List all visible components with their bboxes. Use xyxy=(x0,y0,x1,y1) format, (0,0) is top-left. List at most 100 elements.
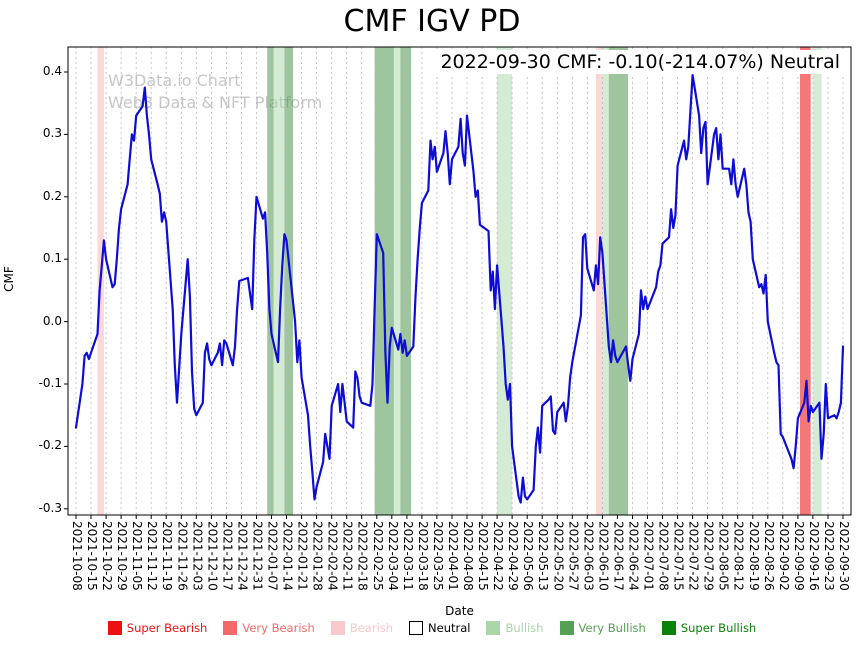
x-tick-label: 2022-07-01 xyxy=(641,521,656,591)
legend-label: Bearish xyxy=(349,621,394,635)
plot-frame xyxy=(67,46,852,516)
x-tick-label: 2022-04-15 xyxy=(476,521,491,591)
signal-band-bullish xyxy=(602,47,609,515)
legend-item-very-bullish: Very Bullish xyxy=(559,621,646,635)
latest-value-annotation: 2022-09-30 CMF: -0.10(-214.07%) Neutral xyxy=(435,50,845,74)
x-tick-label: 2022-02-04 xyxy=(325,521,340,591)
x-tick-label: 2022-07-22 xyxy=(686,521,701,591)
signal-band-very-bullish xyxy=(267,47,274,515)
x-tick-label: 2022-02-11 xyxy=(340,521,355,591)
x-tick-label: 2022-05-20 xyxy=(551,521,566,591)
x-tick-label: 2022-02-18 xyxy=(355,521,370,591)
x-tick-label: 2021-10-22 xyxy=(100,521,115,591)
x-tick-label: 2021-12-17 xyxy=(220,521,235,591)
legend-item-very-bearish: Very Bearish xyxy=(223,621,315,635)
x-tick-label: 2022-02-25 xyxy=(370,521,385,591)
signal-band-very-bullish xyxy=(284,47,293,515)
x-tick-label: 2022-03-25 xyxy=(430,521,445,591)
signal-band-very-bullish xyxy=(400,47,412,515)
x-axis-label: Date xyxy=(445,604,474,618)
x-tick-label: 2022-05-27 xyxy=(566,521,581,591)
x-tick-label: 2022-06-17 xyxy=(611,521,626,591)
y-tick-label: 0.0 xyxy=(42,313,62,328)
legend-item-bearish: Bearish xyxy=(330,621,394,635)
x-tick-label: 2022-06-24 xyxy=(626,521,641,591)
x-tick-label: 2022-08-26 xyxy=(761,521,776,591)
signal-band-very-bearish xyxy=(800,47,811,515)
cmf-line xyxy=(74,73,845,504)
legend-swatch-icon xyxy=(107,621,122,635)
x-tick-label: 2022-09-23 xyxy=(822,521,836,591)
legend-label: Bullish xyxy=(505,621,544,635)
x-tick-label: 2022-08-05 xyxy=(716,521,731,591)
x-tick-label: 2022-01-07 xyxy=(265,521,280,591)
x-tick-label: 2022-07-08 xyxy=(656,521,671,591)
legend-label: Very Bearish xyxy=(242,621,315,635)
legend-swatch-icon xyxy=(223,621,238,635)
y-tick-label: -0.3 xyxy=(38,500,62,515)
x-tick-label: 2022-03-18 xyxy=(415,521,430,591)
chart-title: CMF IGV PD xyxy=(343,4,521,39)
x-tick-label: 2022-04-01 xyxy=(446,521,460,591)
x-tick-label: 2021-12-10 xyxy=(205,521,220,591)
legend-item-super-bullish: Super Bullish xyxy=(661,621,757,635)
legend-label: Super Bearish xyxy=(126,621,208,635)
y-tick-label: 0.3 xyxy=(42,126,62,141)
legend-swatch-icon xyxy=(486,621,501,635)
x-tick-label: 2022-06-10 xyxy=(596,521,611,591)
signal-band-bullish xyxy=(394,47,401,515)
x-tick-label: 2021-11-05 xyxy=(130,521,145,591)
y-tick-label: 0.2 xyxy=(42,188,62,203)
legend-label: Very Bullish xyxy=(578,621,646,635)
legend-item-super-bearish: Super Bearish xyxy=(107,621,208,635)
signal-band-bullish xyxy=(812,47,822,515)
x-tick-label: 2021-11-12 xyxy=(145,521,160,591)
x-tick-label: 2022-08-12 xyxy=(731,521,746,591)
legend-swatch-icon xyxy=(661,621,676,635)
x-tick-label: 2022-03-04 xyxy=(385,521,400,591)
legend-swatch-icon xyxy=(409,621,424,635)
legend-label: Neutral xyxy=(428,621,471,635)
x-tick-label: 2022-07-29 xyxy=(701,521,716,591)
legend-label: Super Bullish xyxy=(680,621,757,635)
x-tick-label: 2022-08-19 xyxy=(746,521,761,591)
x-tick-label: 2022-07-15 xyxy=(671,521,686,591)
x-tick-label: 2022-04-22 xyxy=(491,521,506,591)
x-tick-label: 2022-01-14 xyxy=(280,521,295,591)
x-tick-label: 2022-04-08 xyxy=(461,521,475,591)
y-tick-label: 0.1 xyxy=(42,251,62,266)
x-tick-label: 2022-06-03 xyxy=(581,521,596,591)
x-tick-label: 2022-04-29 xyxy=(506,521,521,591)
x-tick-label: 2021-12-03 xyxy=(190,521,205,591)
x-tick-label: 2021-10-15 xyxy=(85,521,99,591)
x-tick-label: 2022-03-11 xyxy=(400,521,415,591)
x-tick-label: 2022-05-06 xyxy=(521,521,536,591)
x-tick-label: 2022-09-16 xyxy=(806,521,821,591)
x-tick-label: 2021-11-19 xyxy=(160,521,175,591)
x-tick-label: 2022-09-30 xyxy=(837,521,851,591)
legend-item-bullish: Bullish xyxy=(486,621,544,635)
x-tick-label: 2021-12-31 xyxy=(250,521,265,591)
legend: Super Bearish Very Bearish Bearish Neutral B… xyxy=(0,621,864,635)
x-tick-label: 2022-01-21 xyxy=(295,521,310,591)
signal-band-very-bullish xyxy=(608,47,629,515)
legend-swatch-icon xyxy=(559,621,574,635)
watermark-line-1: W3Data.io Chart xyxy=(108,71,241,90)
x-tick-label: 2022-01-28 xyxy=(310,521,325,591)
y-tick-label: -0.2 xyxy=(38,438,62,453)
legend-item-neutral: Neutral xyxy=(409,621,470,635)
x-tick-label: 2022-09-09 xyxy=(791,521,806,591)
x-tick-label: 2021-11-26 xyxy=(175,521,190,591)
x-tick-label: 2022-09-02 xyxy=(776,521,791,591)
legend-swatch-icon xyxy=(330,621,345,635)
x-tick-label: 2021-10-08 xyxy=(70,521,84,591)
y-tick-label: 0.4 xyxy=(42,64,62,78)
signal-band-bullish xyxy=(273,47,285,515)
x-tick-label: 2022-05-13 xyxy=(536,521,551,591)
y-axis-label: CMF xyxy=(1,266,16,292)
x-tick-label: 2021-12-24 xyxy=(235,521,250,591)
y-tick-label: -0.1 xyxy=(38,376,62,390)
x-tick-label: 2021-10-29 xyxy=(115,521,130,591)
